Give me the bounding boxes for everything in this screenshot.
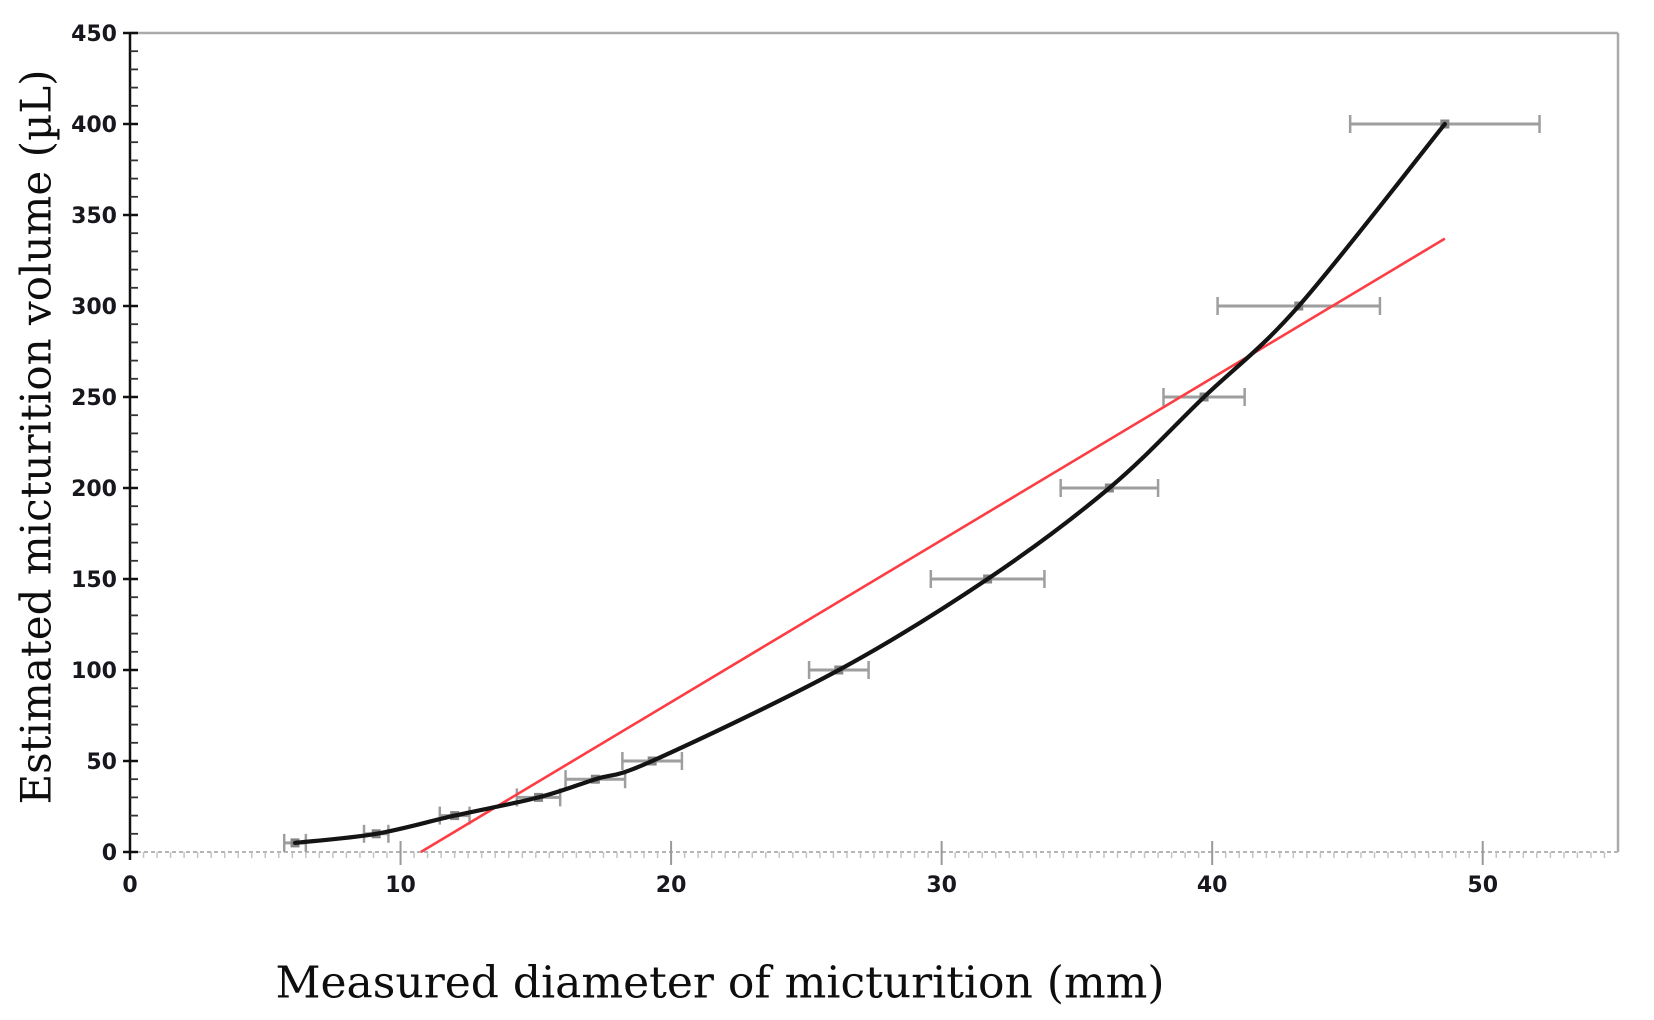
data-point-markers (290, 119, 1450, 848)
y-axis (123, 31, 138, 860)
x-tick-label-50: 50 (1467, 873, 1498, 898)
y-tick-label-100: 100 (71, 659, 117, 684)
fitted-curve (292, 121, 1447, 845)
y-tick-label-350: 350 (71, 204, 117, 229)
y-tick-label-450: 450 (71, 22, 117, 47)
x-axis (130, 841, 1618, 865)
x-tick-label-10: 10 (385, 873, 416, 898)
y-tick-label-300: 300 (71, 295, 117, 320)
linear-fit-line (420, 237, 1446, 854)
y-tick-label-250: 250 (71, 386, 117, 411)
y-axis-title: Estimated micturition volume (µL) (11, 69, 61, 805)
y-tick-label-0: 0 (102, 841, 117, 866)
y-tick-label-400: 400 (71, 113, 117, 138)
x-tick-label-30: 30 (926, 873, 957, 898)
x-tick-label-20: 20 (656, 873, 687, 898)
y-tick-label-150: 150 (71, 568, 117, 593)
x-axis-title: Measured diameter of micturition (mm) (275, 957, 1165, 1009)
x-tick-label-0: 0 (122, 873, 137, 898)
fitted-curve-path (292, 121, 1447, 845)
error-bars (282, 115, 1541, 852)
plot-frame (130, 31, 1620, 852)
x-tick-labels: 0 10 20 30 40 50 (122, 873, 1498, 898)
y-tick-label-200: 200 (71, 477, 117, 502)
y-tick-label-50: 50 (86, 750, 117, 775)
x-tick-label-40: 40 (1197, 873, 1228, 898)
y-tick-labels: 0 50 100 150 200 250 300 350 400 450 (71, 22, 117, 866)
